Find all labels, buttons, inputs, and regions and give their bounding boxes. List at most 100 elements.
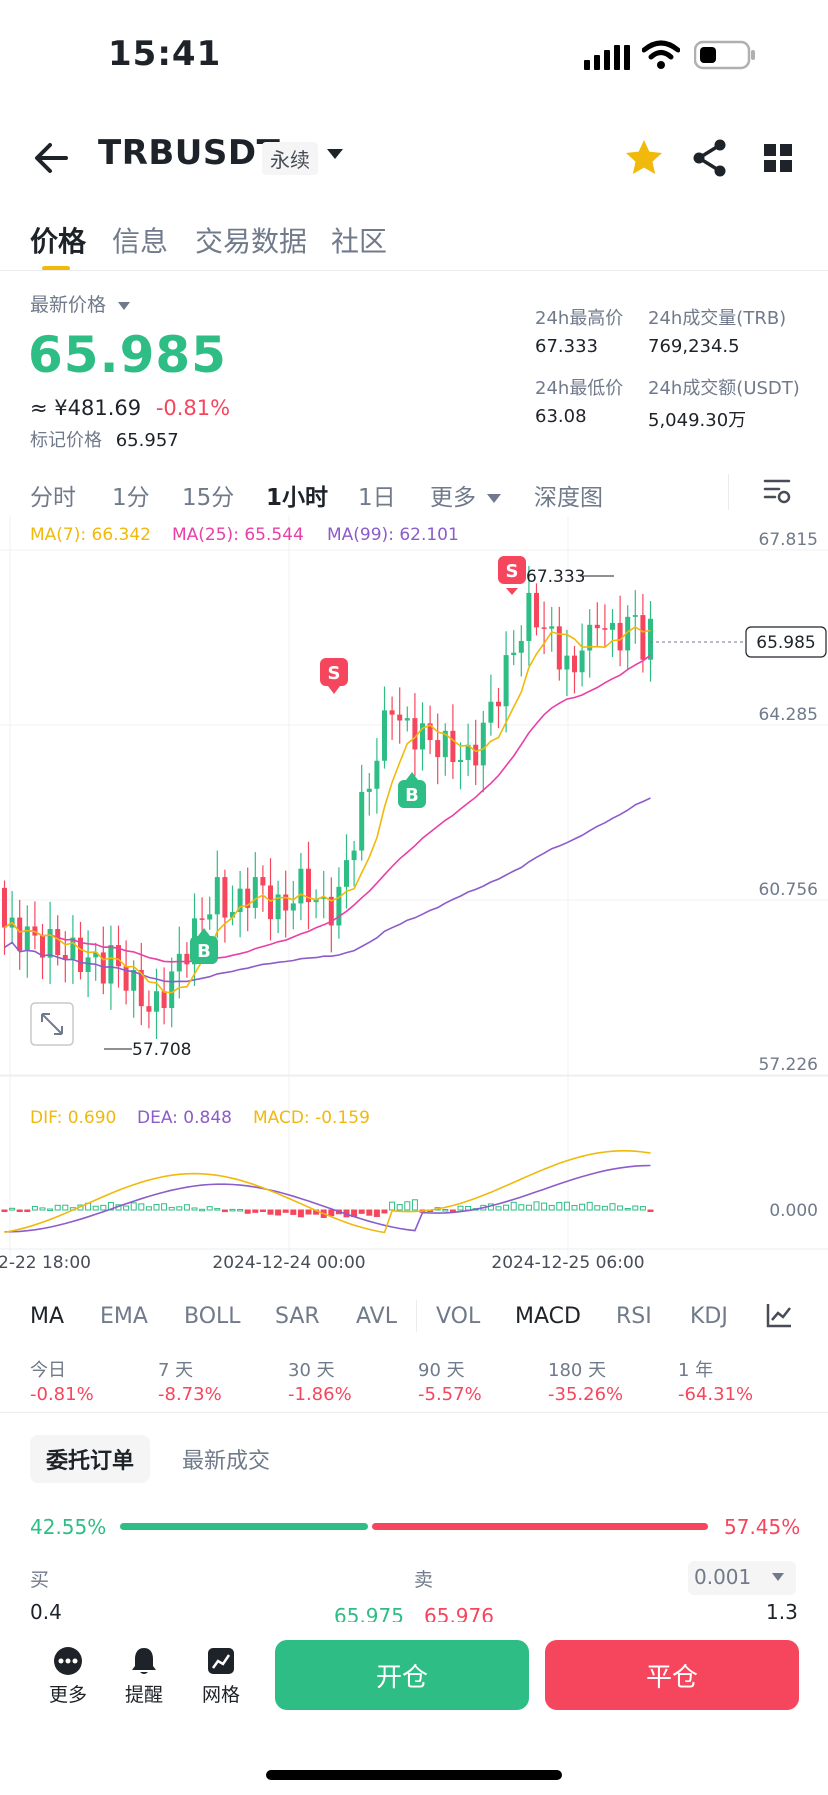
star-icon[interactable] [622, 136, 666, 180]
macd-bar [267, 1209, 274, 1215]
candle-body [427, 723, 433, 741]
macd-bar [389, 1201, 396, 1211]
indicator-sar[interactable]: SAR [275, 1304, 320, 1329]
sell-signal-marker[interactable]: S [498, 556, 526, 595]
buy-signal-letter: B [405, 785, 419, 806]
buy-signal-letter: B [197, 941, 211, 962]
candle-body [344, 860, 349, 887]
back-arrow-icon[interactable] [30, 136, 74, 180]
candle-body [230, 912, 235, 918]
timeframe-1m[interactable]: 1分 [112, 485, 150, 511]
candle-body [290, 903, 296, 911]
candle-body [252, 877, 258, 908]
macd-bar [579, 1203, 586, 1211]
timeframe-time[interactable]: 分时 [30, 485, 76, 511]
macd-bar [305, 1209, 312, 1215]
price-change: -0.81% [155, 396, 231, 420]
candle-body [564, 655, 570, 670]
macd-bar [518, 1204, 525, 1211]
signal-icon [584, 45, 630, 70]
candlestick-chart[interactable]: MA(7): 66.342 MA(25): 65.544 MA(99): 62.… [0, 516, 828, 1276]
macd-bar [176, 1206, 183, 1211]
macd-bar [297, 1209, 304, 1218]
mark-price-row: 标记价格 65.957 [30, 426, 179, 452]
candle-body [602, 628, 608, 630]
candle-body [131, 969, 137, 991]
dif-label: DIF: 0.690 [30, 1108, 116, 1128]
buy-ratio-fill [120, 1523, 368, 1530]
tab-community[interactable]: 社区 [331, 225, 388, 258]
alert-button[interactable]: 提醒 [114, 1646, 174, 1707]
current-price-box [745, 626, 827, 658]
buy-signal-marker[interactable]: B [398, 772, 426, 808]
indicator-ma[interactable]: MA [30, 1304, 65, 1329]
grid-bot-button[interactable]: 网格 [191, 1646, 251, 1707]
caret-down-icon [118, 301, 131, 310]
perf-label-90d: 90 天 [418, 1360, 465, 1381]
grid-icon[interactable] [756, 136, 800, 180]
open-position-button[interactable]: 开仓 [275, 1640, 529, 1710]
macd-bar [563, 1201, 570, 1211]
more-button[interactable]: 更多 [38, 1646, 98, 1707]
tab-info[interactable]: 信息 [112, 225, 169, 258]
indicator-vol[interactable]: VOL [436, 1304, 481, 1329]
caret-down-icon[interactable] [326, 148, 344, 160]
timeframe-1d[interactable]: 1日 [358, 485, 396, 511]
candle-body [237, 888, 243, 913]
high-24h: 67.333 [535, 336, 598, 357]
indicator-kdj[interactable]: KDJ [690, 1304, 728, 1329]
macd-zero-tick: 0.000 [769, 1201, 818, 1221]
timeframe-1h[interactable]: 1小时 [266, 485, 329, 511]
macd-bar [525, 1204, 532, 1211]
buy-signal-marker[interactable]: B [190, 928, 218, 964]
macd-bar [396, 1204, 403, 1211]
perf-value-90d: -5.57% [418, 1384, 482, 1405]
perf-value-30d: -1.86% [288, 1384, 352, 1405]
battery-icon [694, 40, 755, 70]
sell-ratio-fill [372, 1523, 708, 1530]
divider [0, 1412, 828, 1413]
tab-price[interactable]: 价格 [30, 225, 87, 258]
perf-label-7d: 7 天 [158, 1360, 194, 1381]
symbol-title[interactable]: TRBUSDT [98, 133, 281, 173]
macd-bar [47, 1208, 54, 1212]
last-price-label[interactable]: 最新价格 [30, 290, 131, 317]
precision-select[interactable]: 0.001 [688, 1561, 796, 1595]
indicator-rsi[interactable]: RSI [616, 1304, 652, 1329]
macd-bar [465, 1206, 472, 1211]
candle-body [518, 640, 524, 653]
indicator-boll[interactable]: BOLL [184, 1304, 241, 1329]
macd-bar [191, 1207, 198, 1211]
indicator-settings-icon[interactable] [764, 1300, 794, 1330]
indicator-ema[interactable]: EMA [100, 1304, 148, 1329]
perf-label-1y: 1 年 [678, 1360, 714, 1381]
bell-icon [132, 1648, 156, 1674]
macd-bar [586, 1201, 593, 1211]
sell-signal-marker[interactable]: S [320, 658, 348, 694]
caret-down-icon [772, 1573, 784, 1581]
timeframe-15m[interactable]: 15分 [182, 485, 235, 511]
candle-body [214, 877, 220, 915]
tab-trading-data[interactable]: 交易数据 [195, 225, 308, 258]
indicator-avl[interactable]: AVL [356, 1304, 397, 1329]
volume-trb-label: 24h成交量(TRB) [648, 308, 787, 329]
volume-usdt: 5,049.30万 [648, 410, 747, 431]
macd-bar [548, 1204, 555, 1211]
timeframe-more[interactable]: 更多 [430, 478, 502, 512]
macd-bar [624, 1208, 631, 1211]
candle-body [511, 652, 517, 656]
expand-icon[interactable] [30, 1002, 74, 1046]
close-position-button[interactable]: 平仓 [545, 1640, 799, 1710]
indicator-macd[interactable]: MACD [515, 1304, 581, 1329]
tab-recent-trades[interactable]: 最新成交 [182, 1449, 271, 1474]
share-icon[interactable] [688, 136, 732, 180]
depth-chart-tab[interactable]: 深度图 [534, 485, 603, 511]
macd-bar [632, 1205, 639, 1211]
candle-body [55, 929, 61, 956]
more-label: 更多 [48, 1684, 87, 1706]
tab-order-book[interactable]: 委托订单 [30, 1435, 151, 1483]
candle-body [496, 701, 501, 707]
ma99-line [4, 797, 651, 983]
chart-settings-icon[interactable] [762, 476, 792, 506]
candle-body [328, 896, 334, 926]
